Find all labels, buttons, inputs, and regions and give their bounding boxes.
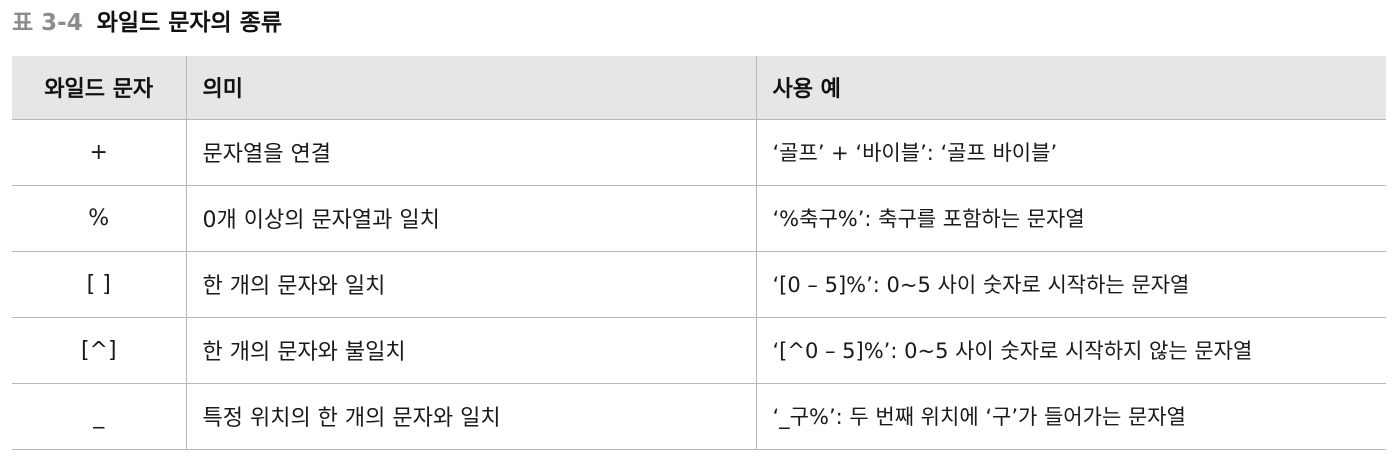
table-caption: 표 3-4 와일드 문자의 종류 [12, 6, 282, 40]
meaning-cell: 한 개의 문자와 불일치 [185, 316, 756, 383]
header-example: 사용 예 [755, 56, 1386, 119]
example-cell: ‘%축구%’: 축구를 포함하는 문자열 [755, 184, 1386, 251]
wildcard-cell: + [12, 118, 186, 185]
header-meaning: 의미 [185, 56, 756, 119]
meaning-cell: 0개 이상의 문자열과 일치 [185, 184, 756, 251]
meaning-cell: 한 개의 문자와 일치 [185, 250, 756, 317]
table-number: 표 3-4 [12, 10, 83, 36]
meaning-cell: 문자열을 연결 [185, 118, 756, 185]
table-header: 와일드 문자 의미 사용 예 [12, 56, 1386, 119]
example-cell: ‘골프’ + ‘바이블’: ‘골프 바이블’ [755, 118, 1386, 185]
table-row: [ ] 한 개의 문자와 일치 ‘[0 – 5]%’: 0~5 사이 숫자로 시… [12, 250, 1386, 317]
header-row: 와일드 문자 의미 사용 예 [12, 56, 1386, 119]
table-title: 와일드 문자의 종류 [96, 10, 283, 36]
example-cell: ‘_구%’: 두 번째 위치에 ‘구’가 들어가는 문자열 [755, 382, 1386, 450]
table-body: + 문자열을 연결 ‘골프’ + ‘바이블’: ‘골프 바이블’ % 0개 이상… [12, 118, 1386, 450]
table-row: [^] 한 개의 문자와 불일치 ‘[^0 – 5]%’: 0~5 사이 숫자로… [12, 316, 1386, 383]
table-row: % 0개 이상의 문자열과 일치 ‘%축구%’: 축구를 포함하는 문자열 [12, 184, 1386, 251]
wildcard-cell: % [12, 184, 186, 251]
table-row: + 문자열을 연결 ‘골프’ + ‘바이블’: ‘골프 바이블’ [12, 118, 1386, 185]
example-cell: ‘[^0 – 5]%’: 0~5 사이 숫자로 시작하지 않는 문자열 [755, 316, 1386, 383]
header-wildcard: 와일드 문자 [44, 77, 154, 103]
wildcard-table: 와일드 문자 의미 사용 예 + 문자열을 연결 ‘골프’ + ‘바이블’: ‘… [12, 56, 1386, 450]
wildcard-cell: _ [12, 382, 186, 450]
example-cell: ‘[0 – 5]%’: 0~5 사이 숫자로 시작하는 문자열 [755, 250, 1386, 317]
meaning-cell: 특정 위치의 한 개의 문자와 일치 [185, 382, 756, 450]
wildcard-cell: [^] [12, 316, 186, 383]
table-row: _ 특정 위치의 한 개의 문자와 일치 ‘_구%’: 두 번째 위치에 ‘구’… [12, 382, 1386, 450]
wildcard-cell: [ ] [12, 250, 186, 317]
